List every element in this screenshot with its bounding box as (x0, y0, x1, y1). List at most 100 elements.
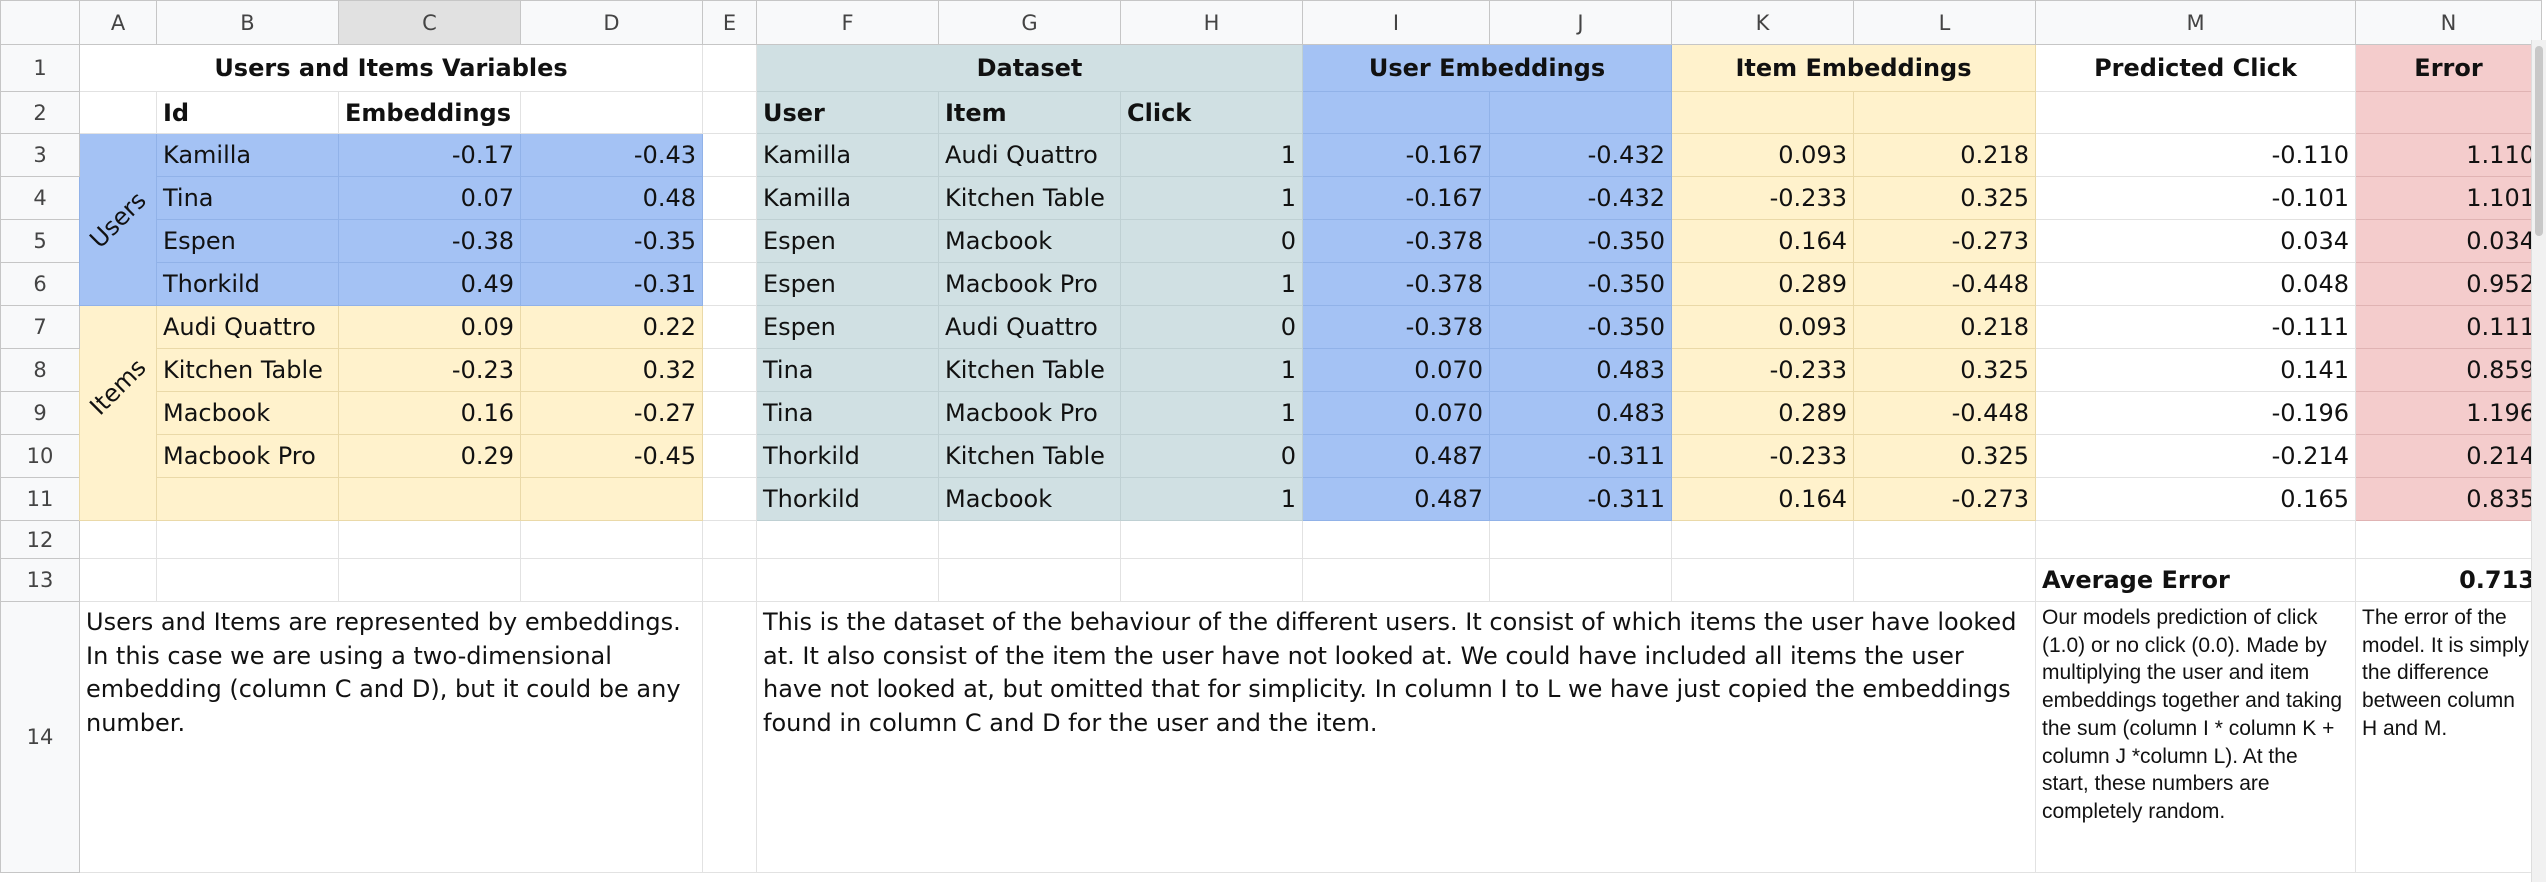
error-cell[interactable]: 0.952 (2355, 262, 2542, 306)
dataset-user-cell[interactable]: Thorkild (756, 434, 939, 478)
dataset-click-cell[interactable]: 1 (1120, 133, 1303, 177)
user-embedding-1-cell[interactable]: 0.07 (338, 176, 521, 220)
user-embedding-1-cell[interactable]: -0.38 (338, 219, 521, 263)
predicted-click-cell[interactable]: -0.111 (2035, 305, 2356, 349)
cell-h13[interactable] (1120, 558, 1303, 602)
dataset-user-cell[interactable]: Espen (756, 219, 939, 263)
column-header-d[interactable]: D (520, 0, 703, 45)
dataset-user-emb-1-cell[interactable]: -0.167 (1302, 176, 1490, 220)
dataset-user-emb-2-cell[interactable]: -0.432 (1489, 133, 1672, 177)
item-embedding-2-cell[interactable]: -0.27 (520, 391, 703, 435)
item-column-header[interactable]: Item (938, 91, 1121, 134)
error-cell[interactable]: 1.110 (2355, 133, 2542, 177)
cell-l13[interactable] (1853, 558, 2036, 602)
item-embedding-1-cell[interactable]: -0.23 (338, 348, 521, 392)
cell-e4[interactable] (702, 176, 757, 220)
cell-d11[interactable] (520, 477, 703, 521)
error-cell[interactable]: 0.111 (2355, 305, 2542, 349)
cell-i13[interactable] (1302, 558, 1490, 602)
select-all-corner[interactable] (0, 0, 80, 45)
dataset-user-cell[interactable]: Espen (756, 262, 939, 306)
item-embedding-2-cell[interactable]: 0.32 (520, 348, 703, 392)
cell-c11[interactable] (338, 477, 521, 521)
user-embedding-2-cell[interactable]: -0.35 (520, 219, 703, 263)
dataset-item-cell[interactable]: Macbook Pro (938, 262, 1121, 306)
dataset-user-emb-2-cell[interactable]: -0.350 (1489, 262, 1672, 306)
predicted-click-title[interactable]: Predicted Click (2035, 44, 2356, 92)
dataset-item-cell[interactable]: Kitchen Table (938, 434, 1121, 478)
row-header-5[interactable]: 5 (0, 219, 80, 263)
predicted-click-cell[interactable]: -0.196 (2035, 391, 2356, 435)
cell-h12[interactable] (1120, 520, 1303, 559)
error-cell[interactable]: 0.859 (2355, 348, 2542, 392)
row-header-9[interactable]: 9 (0, 391, 80, 435)
dataset-user-cell[interactable]: Tina (756, 348, 939, 392)
cell-b12[interactable] (156, 520, 339, 559)
dataset-item-emb-1-cell[interactable]: 0.289 (1671, 391, 1854, 435)
cell-e12[interactable] (702, 520, 757, 559)
cell-f13[interactable] (756, 558, 939, 602)
users-items-note[interactable]: Users and Items are represented by embed… (79, 601, 703, 873)
dataset-user-cell[interactable]: Kamilla (756, 133, 939, 177)
dataset-user-cell[interactable]: Espen (756, 305, 939, 349)
cell-c13[interactable] (338, 558, 521, 602)
dataset-user-emb-1-cell[interactable]: 0.070 (1302, 348, 1490, 392)
column-header-c[interactable]: C (338, 0, 521, 45)
dataset-item-emb-2-cell[interactable]: -0.273 (1853, 477, 2036, 521)
cell-e2[interactable] (702, 91, 757, 134)
dataset-click-cell[interactable]: 0 (1120, 305, 1303, 349)
item-embedding-2-cell[interactable]: -0.45 (520, 434, 703, 478)
item-embeddings-title[interactable]: Item Embeddings (1671, 44, 2036, 92)
dataset-user-emb-2-cell[interactable]: -0.311 (1489, 477, 1672, 521)
cell-e5[interactable] (702, 219, 757, 263)
predicted-click-cell[interactable]: 0.141 (2035, 348, 2356, 392)
dataset-title[interactable]: Dataset (756, 44, 1303, 92)
dataset-item-cell[interactable]: Audi Quattro (938, 305, 1121, 349)
dataset-item-emb-1-cell[interactable]: 0.093 (1671, 305, 1854, 349)
row-header-3[interactable]: 3 (0, 133, 80, 177)
user-embedding-2-cell[interactable]: 0.48 (520, 176, 703, 220)
dataset-item-emb-2-cell[interactable]: -0.448 (1853, 262, 2036, 306)
user-embedding-1-cell[interactable]: 0.49 (338, 262, 521, 306)
items-group-label[interactable]: Items (79, 305, 157, 521)
cell-e9[interactable] (702, 391, 757, 435)
average-error-label[interactable]: Average Error (2035, 558, 2356, 602)
cell-n12[interactable] (2355, 520, 2542, 559)
error-cell[interactable]: 0.214 (2355, 434, 2542, 478)
row-header-7[interactable]: 7 (0, 305, 80, 349)
predicted-click-cell[interactable]: -0.110 (2035, 133, 2356, 177)
item-id-cell[interactable]: Macbook Pro (156, 434, 339, 478)
cell-m2[interactable] (2035, 91, 2356, 134)
column-header-e[interactable]: E (702, 0, 757, 45)
dataset-user-emb-2-cell[interactable]: -0.432 (1489, 176, 1672, 220)
column-header-b[interactable]: B (156, 0, 339, 45)
dataset-item-emb-2-cell[interactable]: 0.325 (1853, 348, 2036, 392)
cell-d12[interactable] (520, 520, 703, 559)
cell-n2[interactable] (2355, 91, 2542, 134)
dataset-click-cell[interactable]: 0 (1120, 219, 1303, 263)
item-embedding-1-cell[interactable]: 0.29 (338, 434, 521, 478)
predicted-click-cell[interactable]: -0.214 (2035, 434, 2356, 478)
dataset-user-emb-1-cell[interactable]: -0.167 (1302, 133, 1490, 177)
item-id-cell[interactable]: Macbook (156, 391, 339, 435)
error-cell[interactable]: 0.835 (2355, 477, 2542, 521)
cell-i12[interactable] (1302, 520, 1490, 559)
dataset-item-cell[interactable]: Kitchen Table (938, 176, 1121, 220)
dataset-item-emb-1-cell[interactable]: 0.164 (1671, 219, 1854, 263)
row-header-11[interactable]: 11 (0, 477, 80, 521)
dataset-item-emb-2-cell[interactable]: 0.218 (1853, 133, 2036, 177)
dataset-item-emb-1-cell[interactable]: -0.233 (1671, 434, 1854, 478)
cell-d13[interactable] (520, 558, 703, 602)
column-header-g[interactable]: G (938, 0, 1121, 45)
dataset-item-emb-1-cell[interactable]: -0.233 (1671, 348, 1854, 392)
cell-b13[interactable] (156, 558, 339, 602)
cell-k12[interactable] (1671, 520, 1854, 559)
column-header-j[interactable]: J (1489, 0, 1672, 45)
row-header-14[interactable]: 14 (0, 601, 80, 873)
column-header-l[interactable]: L (1853, 0, 2036, 45)
cell-a2[interactable] (79, 91, 157, 134)
column-header-f[interactable]: F (756, 0, 939, 45)
dataset-item-emb-1-cell[interactable]: 0.164 (1671, 477, 1854, 521)
cell-k2[interactable] (1671, 91, 1854, 134)
dataset-item-emb-2-cell[interactable]: -0.273 (1853, 219, 2036, 263)
